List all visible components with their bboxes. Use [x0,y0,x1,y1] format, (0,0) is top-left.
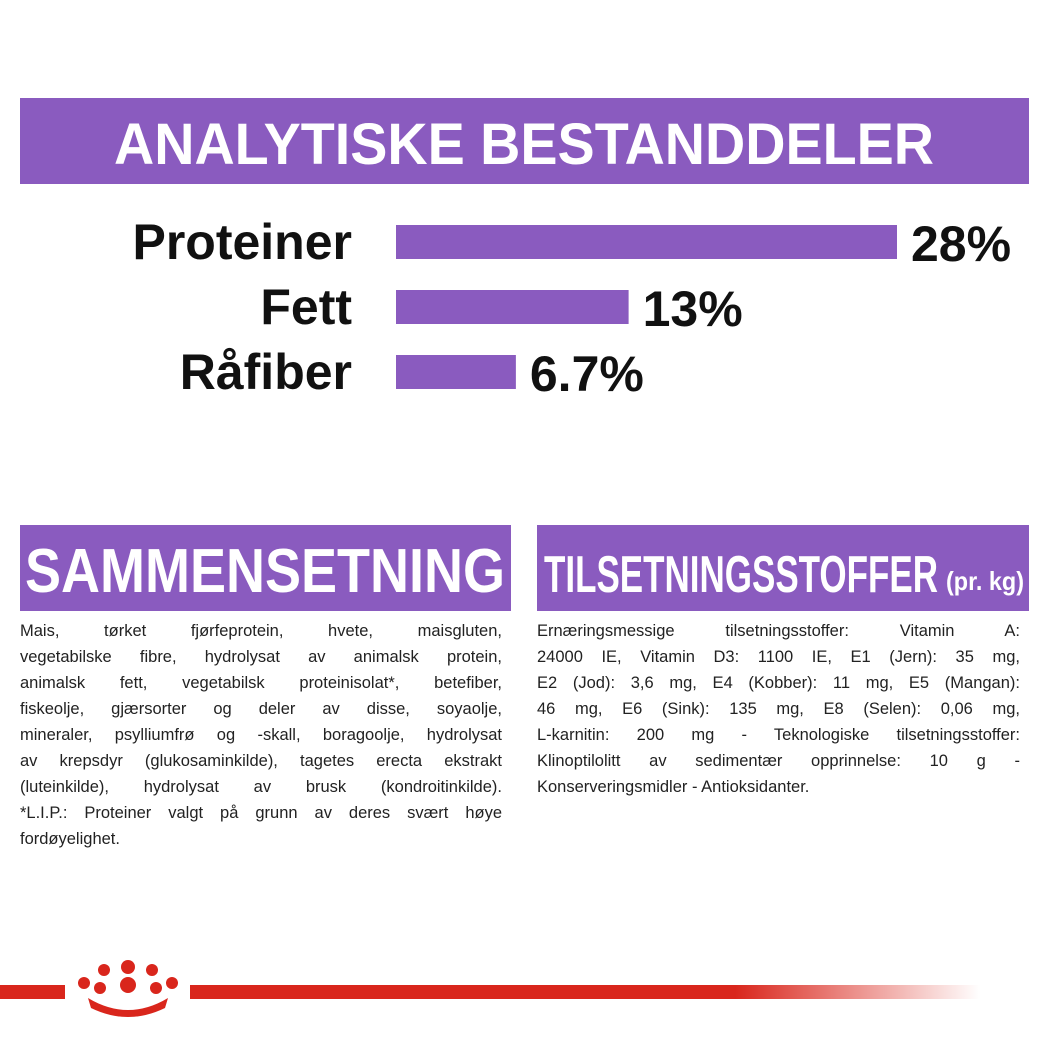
text-line: fordøyelighet. [20,830,120,848]
section-title-suffix: (pr. kg) [946,566,1024,596]
value-label: 28% [911,216,1011,272]
section-body: Mais, tørket fjørfeprotein, hvete, maisg… [20,618,502,852]
logo [65,960,190,1017]
text-line: *L.I.P.: Proteiner valgt på grunn av der… [20,804,502,822]
bar-label: Proteiner [132,214,352,270]
section-band [537,525,1029,611]
text-line: fiskeolje, gjærsorter og deler av disse,… [20,700,502,718]
text-line: vegetabilske fibre, hydrolysat av animal… [20,648,502,666]
text-line: (luteinkilde), hydrolysat av brusk (kond… [20,778,502,796]
header-band [20,98,1029,184]
value-label: 6.7% [530,346,644,402]
value-label: 13% [643,281,743,337]
text-line: Ernæringsmessige tilsetningsstoffer: Vit… [537,622,1020,640]
text-line: Klinoptilolitt av sedimentær opprinnelse… [537,752,1020,770]
header-title: ANALYTISKE BESTANDDELER [114,112,934,177]
bar [396,355,516,389]
bar [396,290,629,324]
text-line: animalsk fett, vegetabilsk proteinisolat… [20,674,502,692]
text-line: mineraler, psylliumfrø og -skall, borago… [20,726,502,744]
bar-label: Råfiber [180,344,352,400]
section-title: SAMMENSETNING [25,537,505,606]
bar-label: Fett [260,279,352,335]
footer-stripe [0,985,980,999]
section-band [20,525,511,611]
text-line: 46 mg, E6 (Sink): 135 mg, E8 (Selen): 0,… [537,700,1020,718]
text-line: av krepsdyr (glukosaminkilde), tagetes e… [20,752,502,770]
section-title: TILSETNINGSSTOFFER [544,546,938,604]
section-body: Ernæringsmessige tilsetningsstoffer: Vit… [537,618,1020,800]
bar [396,225,897,259]
text-line: Konserveringsmidler - Antioksidanter. [537,778,810,796]
text-line: L-karnitin: 200 mg - Teknologiske tilset… [537,726,1020,744]
text-line: Mais, tørket fjørfeprotein, hvete, maisg… [20,622,502,640]
text-line: 24000 IE, Vitamin D3: 1100 IE, E1 (Jern)… [537,648,1020,666]
text-line: E2 (Jod): 3,6 mg, E4 (Kobber): 11 mg, E5… [537,674,1020,692]
